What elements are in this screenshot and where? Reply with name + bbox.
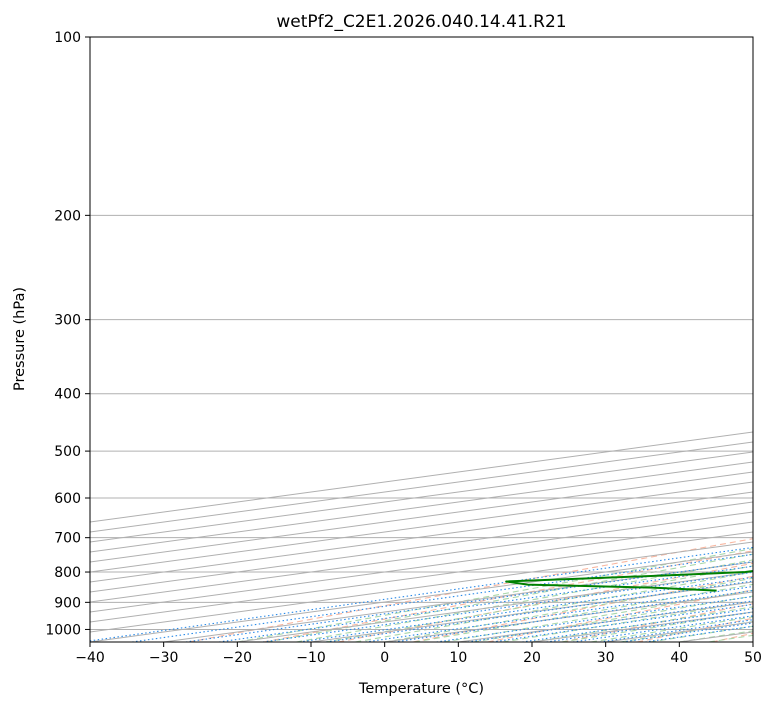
- moist-adiabat: [531, 606, 753, 642]
- isotherm-gridline: [310, 581, 753, 642]
- x-tick-label: 40: [670, 650, 688, 666]
- x-tick-label: −30: [149, 650, 179, 666]
- isotherm-gridline: [90, 541, 753, 633]
- mixing-ratio-line: [185, 561, 753, 642]
- moist-adiabat: [325, 565, 753, 642]
- dry-adiabat: [188, 538, 753, 642]
- isotherm-gridline: [90, 531, 753, 623]
- mixing-ratio-line: [492, 603, 753, 642]
- plot-area: 0.10.20.40.611.52346810131620253036-100-…: [90, 37, 753, 642]
- dry-adiabat: [412, 575, 753, 642]
- moist-adiabat: [649, 625, 753, 642]
- x-tick-label: −10: [296, 650, 326, 666]
- moist-adiabat: [414, 583, 753, 642]
- moist-adiabat: [679, 630, 753, 642]
- moist-adiabat: [355, 571, 753, 642]
- x-tick-label: 10: [449, 650, 467, 666]
- mixing-ratio-line: [546, 611, 753, 642]
- moist-adiabat: [384, 577, 753, 642]
- isotherm-gridline: [679, 631, 753, 642]
- isotherm-gridline: [90, 461, 753, 553]
- x-tick-label: −40: [75, 650, 105, 666]
- y-tick-label: 1000: [45, 622, 81, 638]
- y-tick-label: 400: [54, 387, 81, 403]
- y-tick-label: 200: [54, 208, 81, 224]
- mixing-ratio-line: [131, 553, 753, 642]
- isotherm-gridline: [752, 641, 753, 642]
- x-axis-label: Temperature (°C): [358, 681, 484, 697]
- moist-adiabat: [472, 595, 753, 642]
- plot-frame: [89, 36, 754, 643]
- moist-adiabat: [620, 621, 753, 642]
- y-tick-label: 600: [54, 491, 81, 507]
- isotherm-gridline: [531, 611, 753, 642]
- dry-adiabat: [263, 550, 753, 642]
- moist-adiabat: [266, 553, 753, 642]
- y-tick-label: 100: [54, 30, 81, 46]
- dry-adiabat: [636, 617, 753, 642]
- y-tick-label: 800: [54, 565, 81, 581]
- y-tick-label: 700: [54, 531, 81, 547]
- mixing-ratio-line: [467, 600, 753, 642]
- y-tick-label: 900: [54, 595, 81, 611]
- isotherm-gridline: [90, 491, 753, 583]
- moist-adiabat: [561, 611, 753, 642]
- y-tick-label: 300: [54, 313, 81, 329]
- isotherm-gridline: [90, 481, 753, 573]
- isotherm-gridline: [90, 511, 753, 603]
- dry-adiabat: [711, 632, 753, 642]
- x-tick-label: 20: [523, 650, 541, 666]
- y-axis-label: Pressure (hPa): [12, 287, 28, 391]
- moist-adiabat: [708, 634, 753, 642]
- x-tick-label: 30: [597, 650, 615, 666]
- mixing-ratio-line: [90, 546, 753, 642]
- isotherm-gridline: [90, 551, 753, 642]
- isotherm-gridline: [384, 591, 753, 642]
- dry-adiabat: [338, 562, 753, 642]
- x-tick-label: −20: [223, 650, 253, 666]
- mixing-ratio-line: [436, 595, 753, 642]
- isotherm-gridline: [90, 471, 753, 563]
- chart-title: wetPf2_C2E1.2026.040.14.41.R21: [276, 12, 566, 32]
- isotherm-gridline: [90, 501, 753, 593]
- mixing-ratio-line: [522, 608, 753, 642]
- isotherm-gridline: [90, 451, 753, 543]
- moist-adiabat: [502, 601, 753, 642]
- x-tick-label: 50: [744, 650, 762, 666]
- moist-adiabat: [237, 548, 753, 642]
- x-tick-label: 0: [380, 650, 389, 666]
- dry-adiabat: [562, 603, 753, 642]
- axes-layer: −40 −30 −20 −10 0 10 20 30 40 50 100 200 300 400 500 60…: [45, 30, 762, 666]
- isotherm-gridline: [90, 521, 753, 613]
- dry-adiabat: [487, 589, 753, 642]
- y-tick-label: 500: [54, 444, 81, 460]
